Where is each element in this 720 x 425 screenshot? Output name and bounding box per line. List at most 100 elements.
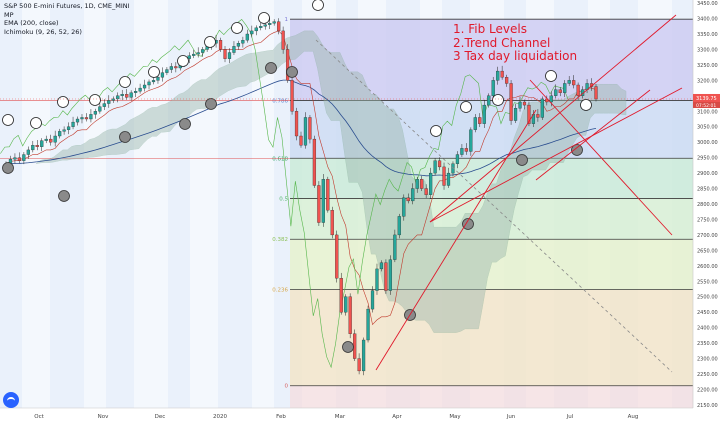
mp-circle-filled [571, 144, 583, 156]
price-tick-label: 3450.00 [697, 1, 718, 7]
candle-body [482, 104, 486, 124]
ichimoku-cloud [35, 30, 627, 333]
legend-ichimoku[interactable]: Ichimoku (9, 26, 52, 26) [4, 27, 82, 36]
mp-circle-open [231, 22, 243, 34]
mp-circle-open [2, 114, 14, 126]
candle-body [13, 157, 17, 160]
mp-circle-open [545, 70, 557, 82]
candle-body [107, 100, 111, 104]
fib-zone [290, 385, 693, 408]
candle-body [174, 66, 178, 69]
candle-body [339, 278, 343, 313]
fibonacci-retracement: 1 0.786 0.618 0.5 0.382 0.236 0 [0, 17, 693, 408]
price-tick-label: 3300.00 [697, 47, 718, 53]
candle-body [17, 157, 22, 161]
candle-body [125, 94, 129, 98]
candle-body [361, 339, 366, 372]
candle-body [321, 179, 325, 223]
trend-channel-upper [429, 14, 677, 223]
mp-circle-open [30, 117, 42, 129]
mp-circle-open [492, 94, 504, 106]
candle-body [84, 117, 89, 120]
candle-body [272, 21, 276, 24]
time-tick-label: Apr [392, 414, 402, 420]
price-tick-label: 2950.00 [697, 156, 718, 162]
price-tick-label: 2800.00 [697, 202, 718, 208]
session-band [84, 0, 106, 408]
trend-channel-lower [429, 87, 683, 223]
time-tick-label: Dec [155, 414, 166, 420]
candle-body [263, 24, 267, 27]
candle-body [424, 188, 428, 195]
legend-ema[interactable]: EMA (200, close) [4, 19, 59, 27]
candle-body [299, 135, 303, 146]
candle-body [31, 145, 35, 151]
time-tick-label: Oct [34, 414, 44, 420]
session-band [252, 0, 274, 408]
mp-circle-filled [462, 218, 474, 230]
mp-circle-open [204, 36, 216, 48]
candle-body [406, 197, 410, 202]
candle-body [384, 262, 388, 291]
candle-body [187, 55, 191, 59]
time-tick-label: 2020 [213, 414, 227, 420]
price-tick-label: 2600.00 [697, 264, 718, 270]
trend-line [375, 109, 537, 371]
candle-body [138, 87, 142, 92]
candle-body [522, 101, 527, 106]
candle-body [241, 40, 245, 44]
annotation-text[interactable]: 1. Fib Levels 2.Trend Channel 3 Tax day … [453, 22, 577, 64]
candle-body [196, 52, 200, 55]
candle-body [290, 80, 294, 112]
time-tick-label: Aug [628, 414, 639, 420]
trend-line [535, 89, 651, 181]
price-tick-label: 2700.00 [697, 233, 718, 239]
candle-body [513, 108, 518, 121]
tradingview-logo-icon[interactable] [3, 392, 19, 408]
candle-body [496, 70, 500, 81]
legend-symbol[interactable]: S&P 500 E-mini Futures, 1D, CME_MINI [4, 2, 130, 10]
price-tick-label: 2500.00 [697, 295, 718, 301]
candle-body [232, 46, 236, 53]
fib-label: 0.382 [272, 237, 288, 243]
candle-body [165, 69, 169, 73]
candle-body [71, 121, 75, 127]
candle-body [250, 30, 254, 35]
session-band [50, 0, 84, 408]
candle-body [80, 117, 84, 120]
price-tick-label: 3100.00 [697, 109, 718, 115]
candle-body [505, 77, 509, 84]
session-band [218, 0, 252, 408]
time-axis-bg [0, 408, 720, 425]
candle-body [563, 83, 567, 93]
legend-mp[interactable]: MP [4, 10, 14, 19]
candle-body [245, 33, 249, 41]
candle-body [58, 131, 62, 137]
candle-body [129, 92, 133, 98]
candle-body [554, 89, 558, 96]
candle-body [455, 154, 460, 164]
candle-body [442, 166, 446, 186]
price-tick-label: 2850.00 [697, 187, 718, 193]
candle-body [478, 117, 482, 124]
candle-body [75, 118, 80, 123]
candle-body [388, 259, 392, 291]
mp-circle-filled [179, 118, 191, 130]
candle-body [277, 21, 281, 32]
candle-body [464, 148, 468, 152]
kumo-cloud [35, 30, 627, 333]
candle-body [223, 49, 227, 59]
mp-circle-filled [119, 131, 131, 143]
candle-body [53, 135, 57, 143]
price-tick-label: 2400.00 [697, 326, 718, 332]
mp-circle-filled [58, 190, 70, 202]
candle-body [26, 149, 30, 155]
candle-body [49, 138, 53, 143]
session-band [0, 0, 22, 408]
candle-body [35, 145, 39, 147]
candle-body [491, 80, 495, 96]
mp-circle-open [119, 76, 131, 88]
candle-body [370, 290, 375, 310]
